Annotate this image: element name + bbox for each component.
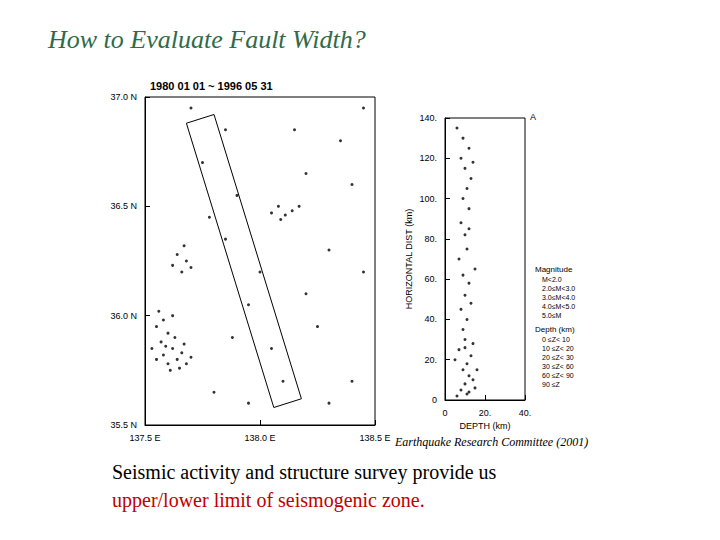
svg-text:5.0≤M: 5.0≤M [542,312,562,319]
svg-text:36.0 N: 36.0 N [110,311,137,321]
svg-text:0: 0 [432,395,437,405]
svg-text:40.: 40. [424,314,437,324]
svg-text:0: 0 [442,408,447,418]
svg-text:4.0≤M<5.0: 4.0≤M<5.0 [542,303,575,310]
svg-text:3.0≤M<4.0: 3.0≤M<4.0 [542,294,575,301]
svg-text:20.: 20. [479,408,492,418]
svg-text:Depth (km): Depth (km) [535,325,575,334]
svg-text:40.: 40. [519,408,532,418]
svg-text:37.0 N: 37.0 N [110,92,137,102]
svg-text:DEPTH (km): DEPTH (km) [460,421,511,431]
svg-text:137.5 E: 137.5 E [129,433,160,443]
svg-text:140.: 140. [419,113,437,123]
svg-text:10 ≤Z< 20: 10 ≤Z< 20 [542,345,574,352]
svg-text:HORIZONTAL DIST (km): HORIZONTAL DIST (km) [404,209,414,309]
svg-text:138.0 E: 138.0 E [244,433,275,443]
svg-text:120.: 120. [419,153,437,163]
svg-text:upper/lower limit of seismogen: upper/lower limit of seismogenic zone. [112,489,425,512]
svg-text:60 ≤Z< 90: 60 ≤Z< 90 [542,372,574,379]
svg-text:60.: 60. [424,274,437,284]
svg-text:20 ≤Z< 30: 20 ≤Z< 30 [542,354,574,361]
svg-text:90 ≤Z: 90 ≤Z [542,381,561,388]
svg-text:Seismic activity and structure: Seismic activity and structure survey pr… [112,461,497,484]
svg-text:M<2.0: M<2.0 [542,276,562,283]
svg-text:A: A [530,112,536,122]
svg-text:Earthquake Research Committee: Earthquake Research Committee (2001) [394,435,588,449]
svg-text:2.0≤M<3.0: 2.0≤M<3.0 [542,285,575,292]
svg-text:100.: 100. [419,194,437,204]
svg-text:30 ≤Z< 60: 30 ≤Z< 60 [542,363,574,370]
svg-text:1980 01 01 ~ 1996 05 31: 1980 01 01 ~ 1996 05 31 [150,80,273,92]
svg-text:20.: 20. [424,355,437,365]
svg-text:Magnitude: Magnitude [535,265,573,274]
svg-text:35.5 N: 35.5 N [110,420,137,430]
svg-text:How to Evaluate Fault Width?: How to Evaluate Fault Width? [47,25,366,54]
svg-text:36.5 N: 36.5 N [110,201,137,211]
svg-text:0 ≤Z< 10: 0 ≤Z< 10 [542,336,570,343]
svg-text:138.5 E: 138.5 E [359,433,390,443]
svg-text:80.: 80. [424,234,437,244]
